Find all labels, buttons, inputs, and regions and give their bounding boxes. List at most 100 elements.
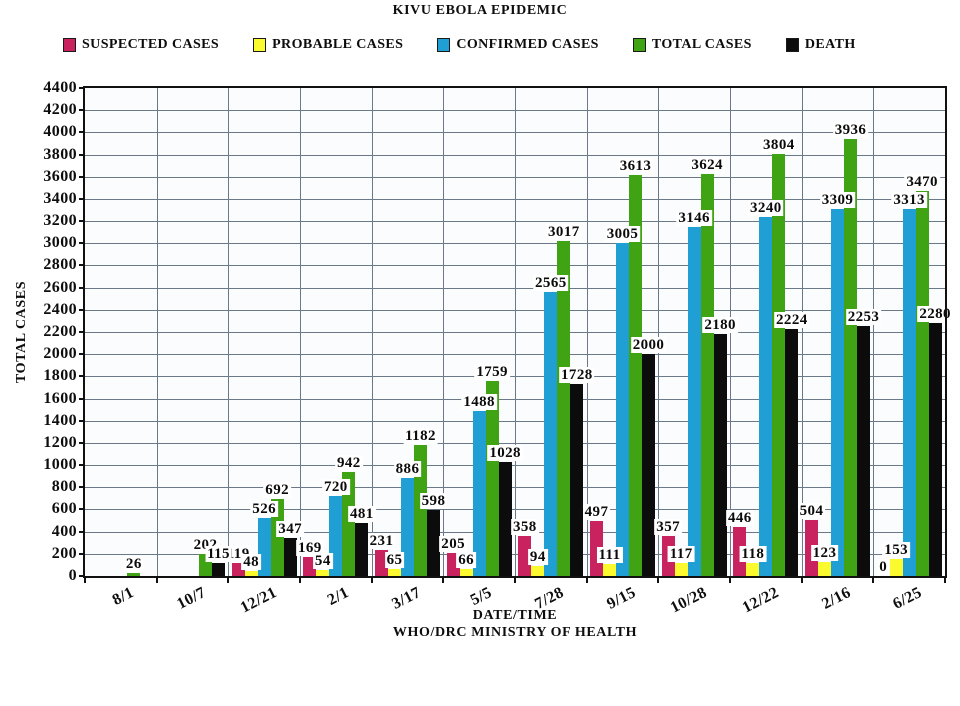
y-tick-mark <box>79 552 85 555</box>
bar-death-12/22 <box>785 329 799 576</box>
value-label-total-cases-7/28: 3017 <box>546 224 582 241</box>
y-tick-label: 0 <box>68 567 77 584</box>
value-label-death-3/17: 598 <box>419 492 448 509</box>
y-tick-label: 2600 <box>43 278 77 296</box>
value-label-suspected-cases-9/15: 497 <box>582 503 611 520</box>
y-tick-mark <box>79 131 85 134</box>
bar-death-5/5 <box>498 462 512 576</box>
y-tick-mark <box>79 464 85 467</box>
x-tick-mark <box>370 578 373 583</box>
y-tick-mark <box>79 397 85 400</box>
legend-item-2: CONFIRMED CASES <box>437 37 599 53</box>
bar-probable-cases-9/15 <box>603 563 616 576</box>
y-tick-label: 4000 <box>43 123 77 141</box>
bar-total-cases-2/1 <box>342 471 356 576</box>
y-tick-mark <box>79 419 85 422</box>
value-label-confirmed-cases-12/21: 526 <box>250 500 279 517</box>
value-label-suspected-cases-12/22: 446 <box>725 509 754 526</box>
y-tick-label: 1200 <box>43 433 77 451</box>
x-tick-mark <box>657 578 660 583</box>
value-label-probable-cases-5/5: 66 <box>456 551 477 568</box>
value-label-death-9/15: 2000 <box>630 337 667 354</box>
legend-label: CONFIRMED CASES <box>456 37 599 52</box>
y-tick-label: 1800 <box>43 367 77 385</box>
value-label-total-cases-5/5: 1759 <box>474 363 510 380</box>
value-label-confirmed-cases-5/5: 1488 <box>461 393 497 410</box>
value-label-suspected-cases-10/28: 357 <box>654 519 683 536</box>
value-label-death-5/5: 1028 <box>487 444 523 461</box>
bar-confirmed-cases-9/15 <box>616 242 629 576</box>
bar-suspected-cases-7/28 <box>518 536 532 576</box>
value-label-confirmed-cases-3/17: 886 <box>393 460 422 477</box>
x-tick-mark <box>729 578 731 583</box>
y-tick-label: 4400 <box>43 79 77 96</box>
value-label-confirmed-cases-6/25: 3313 <box>891 191 927 208</box>
bar-probable-cases-2/16 <box>818 562 831 576</box>
bar-total-cases-6/25 <box>915 191 929 576</box>
legend-swatch-icon <box>253 38 267 52</box>
y-tick-label: 600 <box>51 500 77 518</box>
v-gridline <box>156 88 158 576</box>
value-label-confirmed-cases-12/22: 3240 <box>748 199 784 216</box>
y-tick-label: 1400 <box>43 411 77 429</box>
value-label-total-cases-12/22: 3804 <box>761 137 797 154</box>
bar-confirmed-cases-2/16 <box>831 209 844 576</box>
legend-label: DEATH <box>804 37 856 52</box>
bar-confirmed-cases-3/17 <box>401 477 414 576</box>
y-tick-mark <box>79 375 85 378</box>
bar-death-10/7 <box>212 563 225 576</box>
legend-label: PROBABLE CASES <box>272 37 404 52</box>
y-tick-mark <box>79 242 85 245</box>
bar-death-2/16 <box>857 326 870 576</box>
x-tick-mark <box>299 578 301 583</box>
value-label-suspected-cases-5/5: 205 <box>439 536 468 553</box>
bar-total-cases-3/17 <box>414 444 427 576</box>
y-tick-label: 400 <box>51 522 77 540</box>
y-tick-mark <box>79 508 85 511</box>
x-tick-mark <box>84 578 86 583</box>
x-tick-mark <box>514 578 516 583</box>
value-label-probable-cases-12/21: 48 <box>241 553 262 570</box>
y-tick-mark <box>79 486 85 489</box>
bar-confirmed-cases-7/28 <box>544 291 558 576</box>
bar-confirmed-cases-6/25 <box>902 208 916 576</box>
value-label-death-6/25: 2280 <box>917 306 953 323</box>
x-tick-mark <box>944 578 946 583</box>
chart-title: KIVU EBOLA EPIDEMIC <box>392 3 568 18</box>
y-tick-label: 2800 <box>43 256 77 274</box>
v-gridline <box>443 88 445 576</box>
value-label-probable-cases-10/28: 117 <box>667 546 695 563</box>
x-tick-mark <box>585 578 588 583</box>
bar-probable-cases-2/1 <box>316 570 330 576</box>
y-tick-mark <box>79 87 85 89</box>
legend-label: SUSPECTED CASES <box>82 37 220 52</box>
bar-total-cases-2/16 <box>844 139 857 576</box>
value-label-confirmed-cases-10/28: 3146 <box>676 210 712 227</box>
bar-total-cases-7/28 <box>557 241 571 576</box>
value-label-probable-cases-3/17: 65 <box>384 551 405 568</box>
y-tick-label: 2000 <box>43 345 77 363</box>
value-label-suspected-cases-6/25: 0 <box>877 559 890 575</box>
bar-total-cases-12/21 <box>270 499 284 576</box>
legend-item-1: PROBABLE CASES <box>253 37 403 53</box>
legend-swatch-icon <box>632 38 646 52</box>
legend-item-4: DEATH <box>785 37 856 53</box>
y-tick-label: 1600 <box>43 389 77 407</box>
v-gridline <box>801 88 803 576</box>
value-label-death-12/22: 2224 <box>774 312 810 329</box>
value-label-total-cases-12/21: 692 <box>263 482 292 499</box>
legend-swatch-icon <box>437 38 451 52</box>
y-tick-mark <box>79 353 85 356</box>
y-tick-mark <box>79 286 85 289</box>
y-tick-mark <box>79 308 85 311</box>
bar-death-3/17 <box>427 509 440 576</box>
v-gridline <box>300 88 301 576</box>
x-axis-title: DATE/TIME <box>472 608 558 623</box>
v-gridline <box>371 88 373 576</box>
bar-confirmed-cases-12/22 <box>759 216 773 576</box>
bar-death-6/25 <box>928 323 942 576</box>
y-tick-mark <box>79 264 85 267</box>
y-tick-mark <box>79 530 85 533</box>
value-label-suspected-cases-7/28: 358 <box>510 519 539 536</box>
